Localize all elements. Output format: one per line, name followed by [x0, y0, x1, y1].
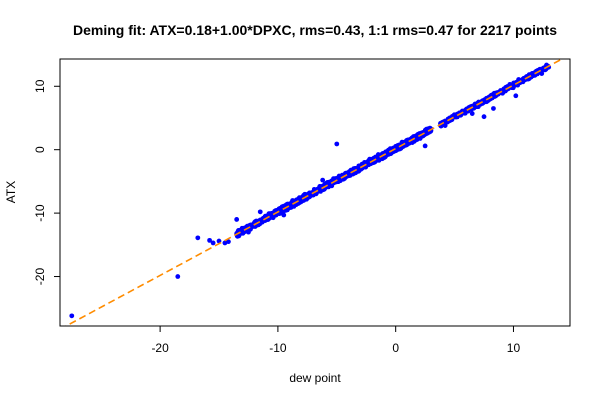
data-point — [511, 81, 517, 86]
data-point — [195, 235, 201, 241]
data-point — [257, 209, 263, 215]
x-axis: -20 -10 0 10 — [151, 326, 520, 355]
data-point — [325, 180, 331, 186]
y-axis: -20 -10 0 10 — [33, 79, 60, 285]
data-point — [442, 123, 448, 128]
x-tick-label: -10 — [269, 341, 287, 355]
data-point — [413, 134, 419, 139]
x-tick-label: 10 — [507, 341, 521, 355]
data-point — [226, 239, 231, 245]
data-point — [248, 224, 254, 230]
data-point — [366, 161, 371, 167]
y-tick-label: -10 — [33, 204, 47, 222]
data-point — [207, 237, 212, 243]
data-point — [281, 212, 287, 218]
data-point — [268, 214, 274, 219]
data-point — [482, 98, 488, 103]
data-point — [394, 146, 400, 151]
data-point — [356, 168, 362, 174]
data-point — [530, 72, 536, 78]
data-point — [258, 219, 264, 225]
x-axis-label: dew point — [289, 371, 341, 385]
data-point — [513, 93, 519, 99]
y-tick-label: 10 — [33, 79, 47, 93]
data-point — [175, 274, 181, 279]
data-point — [367, 156, 372, 162]
data-point — [334, 141, 340, 147]
data-point — [469, 111, 475, 116]
data-point — [539, 71, 545, 76]
y-tick-label: 0 — [33, 146, 47, 153]
data-point — [501, 86, 507, 92]
data-points — [69, 62, 552, 319]
data-point — [443, 119, 448, 125]
data-point — [246, 229, 251, 235]
data-point — [376, 156, 382, 162]
fit-line — [64, 59, 564, 326]
x-tick-label: -20 — [151, 341, 169, 355]
x-tick-label: 0 — [392, 341, 399, 355]
data-point — [210, 240, 216, 246]
chart-title: Deming fit: ATX=0.18+1.00*DPXC, rms=0.43… — [73, 22, 557, 38]
data-point — [491, 106, 496, 111]
y-axis-label: ATX — [4, 181, 18, 203]
y-tick-label: -20 — [33, 268, 47, 286]
data-point — [307, 191, 313, 197]
plot-frame — [59, 58, 571, 327]
data-point — [481, 114, 487, 120]
data-point — [320, 177, 326, 183]
data-point — [69, 313, 75, 319]
data-point — [422, 143, 428, 149]
data-point — [234, 217, 240, 222]
